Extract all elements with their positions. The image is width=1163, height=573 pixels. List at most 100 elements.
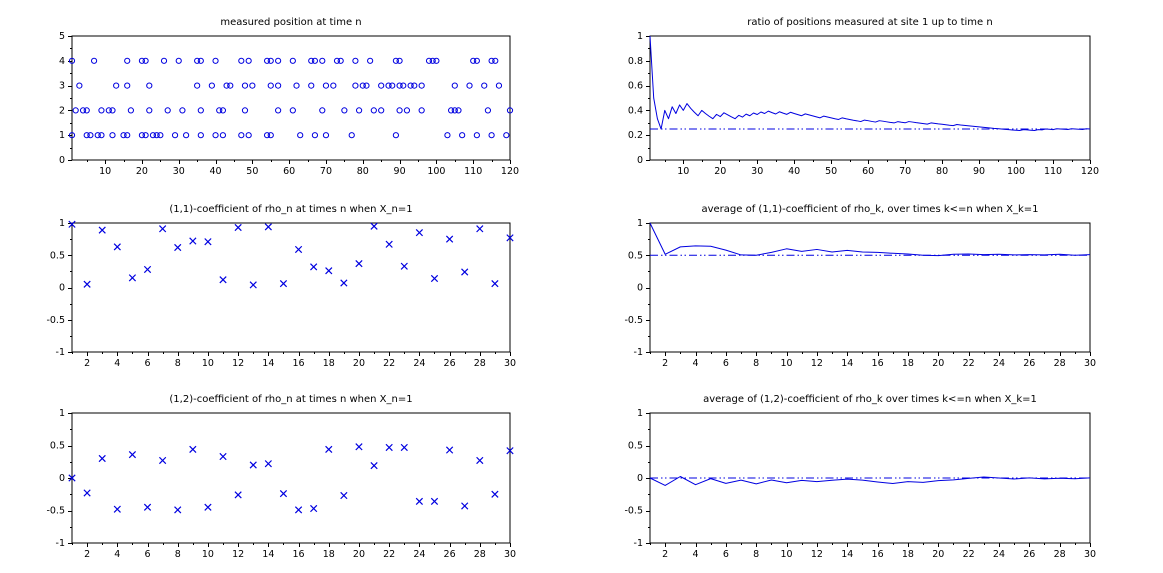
- data-line: [649, 35, 1091, 131]
- circle-marker: [396, 57, 403, 64]
- circle-marker: [403, 107, 411, 114]
- circle-marker: [87, 132, 94, 139]
- circle-marker: [319, 107, 326, 114]
- circle-marker: [124, 57, 131, 64]
- y-tick-label: 0.5: [628, 441, 643, 452]
- x-tick-label: 6: [144, 549, 150, 560]
- circle-marker: [227, 82, 234, 89]
- circle-marker: [157, 132, 164, 139]
- circle-marker: [311, 132, 319, 139]
- x-tick-label: 8: [753, 358, 759, 369]
- x-tick-label: 18: [902, 549, 914, 560]
- x-marker: [491, 280, 499, 288]
- circle-marker: [289, 57, 296, 64]
- circle-marker: [267, 82, 274, 89]
- circle-marker: [164, 107, 171, 114]
- circle-marker: [245, 132, 252, 139]
- x-tick-label: 70: [320, 166, 332, 177]
- x-marker: [294, 245, 303, 254]
- x-tick-label: 4: [692, 358, 698, 369]
- x-marker: [98, 454, 106, 463]
- circle-marker: [216, 107, 223, 114]
- circle-marker: [396, 107, 403, 114]
- circle-marker: [355, 107, 363, 114]
- x-marker: [415, 229, 424, 237]
- x-marker: [476, 456, 484, 465]
- x-marker: [340, 279, 348, 287]
- x-marker: [340, 491, 348, 500]
- y-tick-label: -0.5: [46, 506, 65, 517]
- plot-rho12-coefficient: 2 4 6 8 10 12 14 16 18 20 22 24 26 28 30-1-0.500.51: [46, 408, 516, 560]
- circle-marker: [289, 107, 296, 114]
- x-tick-label: 10: [781, 549, 793, 560]
- circle-marker: [359, 82, 366, 89]
- circle-marker: [506, 107, 514, 114]
- circle-marker: [120, 132, 127, 139]
- circle-marker: [352, 57, 359, 64]
- circle-marker: [484, 107, 492, 114]
- x-tick-label: 16: [872, 549, 884, 560]
- circle-marker: [370, 107, 377, 114]
- plot-avg-rho11: 2 4 6 8 10 12 14 16 18 20 22 24 26 28 30-1-0.500.51: [624, 218, 1096, 369]
- y-tick-label: 0.5: [628, 250, 643, 261]
- plot-frame: [71, 35, 511, 161]
- x-marker: [234, 491, 242, 499]
- x-tick-label: 22: [383, 358, 395, 369]
- x-marker: [310, 263, 318, 271]
- circle-marker: [488, 132, 495, 139]
- x-marker: [83, 489, 91, 497]
- x-tick-label: 4: [114, 358, 120, 369]
- x-tick-label: 90: [394, 166, 406, 177]
- x-marker: [385, 443, 393, 452]
- x-marker: [325, 445, 333, 454]
- x-tick-label: 22: [383, 549, 395, 560]
- circle-marker: [83, 132, 90, 139]
- x-tick-label: 30: [751, 166, 763, 177]
- y-tick-label: 0: [59, 473, 65, 484]
- x-tick-label: 6: [723, 358, 729, 369]
- circle-marker: [175, 57, 182, 64]
- circle-marker: [378, 107, 385, 114]
- y-tick-label: 1: [59, 130, 65, 141]
- x-tick-label: 80: [357, 166, 369, 177]
- circle-marker: [142, 57, 149, 64]
- circle-marker: [433, 57, 440, 64]
- circle-marker: [171, 132, 179, 139]
- x-tick-label: 22: [963, 358, 975, 369]
- x-marker: [294, 506, 303, 514]
- circle-marker: [333, 57, 341, 64]
- y-tick-label: -1: [634, 347, 643, 358]
- circle-marker: [308, 82, 315, 89]
- circle-marker: [238, 132, 245, 139]
- circle-marker: [492, 57, 499, 64]
- y-tick-label: 0: [59, 283, 65, 294]
- x-tick-label: 16: [872, 358, 884, 369]
- circle-marker: [459, 132, 466, 139]
- x-tick-label: 30: [504, 549, 516, 560]
- x-tick-label: 2: [662, 549, 668, 560]
- plot-title-avg-rho12: average of (1,2)-coefficient of rho_k ov…: [703, 394, 1037, 405]
- x-marker: [325, 267, 333, 275]
- x-tick-label: 50: [246, 166, 258, 177]
- circle-marker: [352, 82, 359, 89]
- circle-marker: [219, 107, 227, 114]
- x-tick-label: 40: [788, 166, 800, 177]
- x-tick-label: 26: [1023, 358, 1035, 369]
- circle-marker: [444, 132, 451, 139]
- circle-marker: [275, 82, 282, 89]
- x-tick-label: 26: [444, 549, 456, 560]
- x-tick-label: 80: [936, 166, 948, 177]
- x-marker: [385, 240, 393, 248]
- x-marker: [68, 220, 76, 228]
- y-tick-label: -1: [634, 538, 643, 549]
- circle-marker: [223, 82, 230, 89]
- x-marker: [445, 235, 454, 243]
- circle-marker: [138, 132, 146, 139]
- x-tick-label: 2: [84, 549, 90, 560]
- circle-marker: [481, 82, 488, 89]
- circle-marker: [337, 57, 344, 64]
- circle-marker: [488, 57, 495, 64]
- plot-frame: [649, 222, 1091, 353]
- x-tick-label: 18: [323, 358, 335, 369]
